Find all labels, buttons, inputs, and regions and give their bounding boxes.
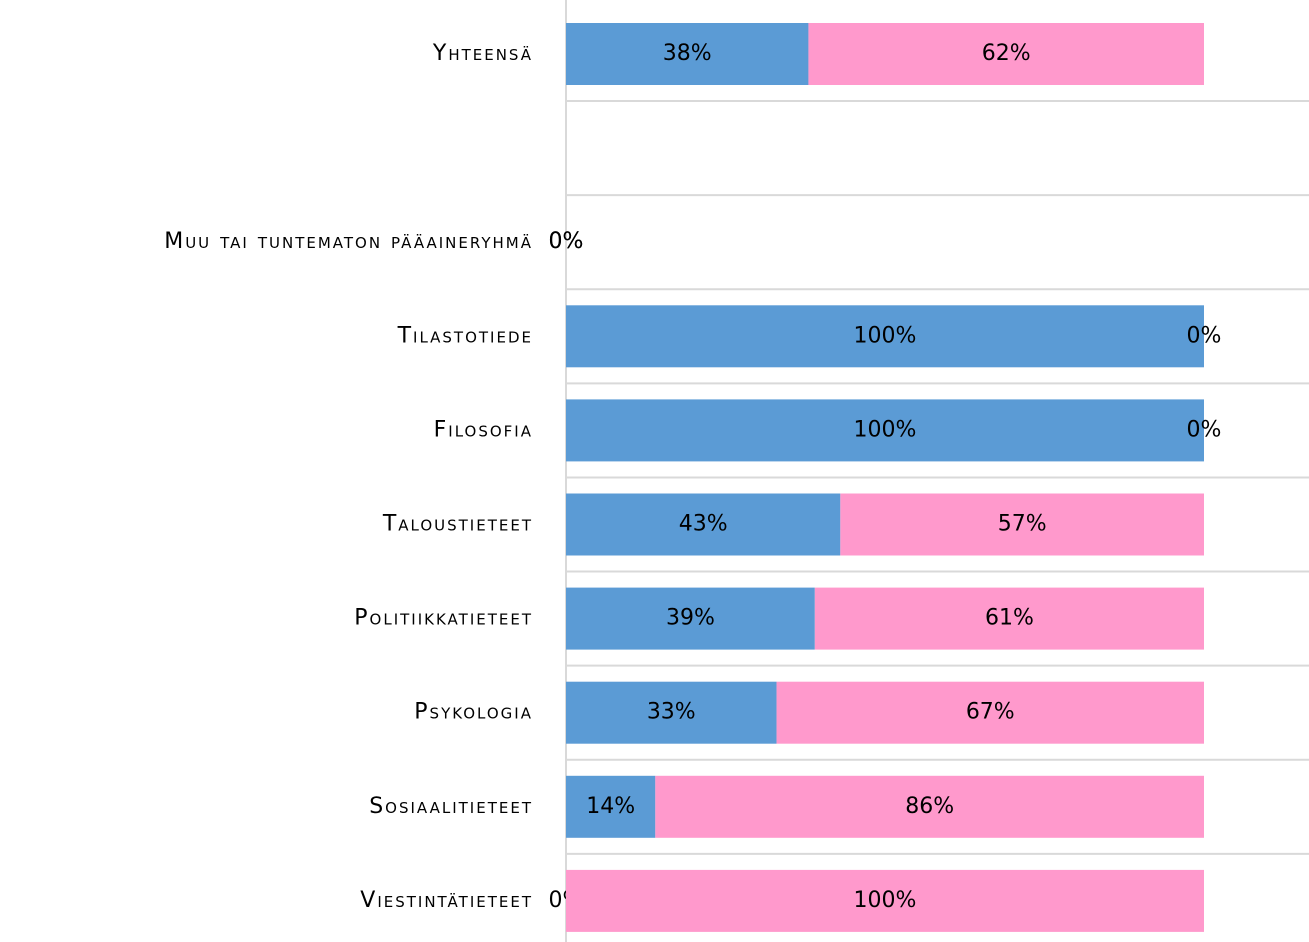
category-label: Viestintätieteet (360, 888, 533, 913)
value-label: 38% (663, 41, 712, 66)
category-label: Sosiaalitieteet (369, 794, 533, 819)
value-label: 43% (679, 512, 728, 537)
bar-segment (566, 869, 1204, 932)
value-label: 100% (854, 888, 917, 913)
bar-segment (776, 681, 1204, 744)
category-label: Yhteensä (432, 41, 533, 66)
value-label: 0% (1187, 323, 1222, 348)
value-label: 67% (966, 700, 1015, 725)
value-label: 0% (1187, 417, 1222, 442)
value-label: 86% (905, 794, 954, 819)
bar-segment (655, 775, 1204, 838)
value-label: 61% (985, 606, 1034, 631)
value-label: 0% (549, 229, 584, 254)
value-label: 100% (854, 323, 917, 348)
value-label: 57% (998, 512, 1047, 537)
bar-segment (566, 23, 809, 85)
category-label: Tilastotiede (397, 323, 533, 348)
value-label: 62% (982, 41, 1031, 66)
value-label: 33% (647, 700, 696, 725)
bar-segment (566, 493, 841, 556)
category-label: Muu tai tuntematon pääaineryhmä (164, 229, 533, 254)
bar-segment (808, 23, 1204, 85)
category-label: Politiikkatieteet (354, 606, 533, 631)
category-label: Taloustieteet (382, 512, 533, 537)
value-label: 100% (854, 417, 917, 442)
bar-segment (566, 775, 656, 838)
bar-segment (566, 681, 777, 744)
value-label: 39% (666, 606, 715, 631)
value-label: 14% (586, 794, 635, 819)
value-label: 0% (549, 229, 584, 254)
bar-segment (814, 587, 1204, 650)
bar-segment (566, 399, 1204, 462)
category-label: Psykologia (414, 700, 533, 725)
category-label: Filosofia (434, 417, 533, 442)
bar-segment (566, 305, 1204, 368)
bar-segment (566, 587, 815, 650)
bar-segment (840, 493, 1204, 556)
